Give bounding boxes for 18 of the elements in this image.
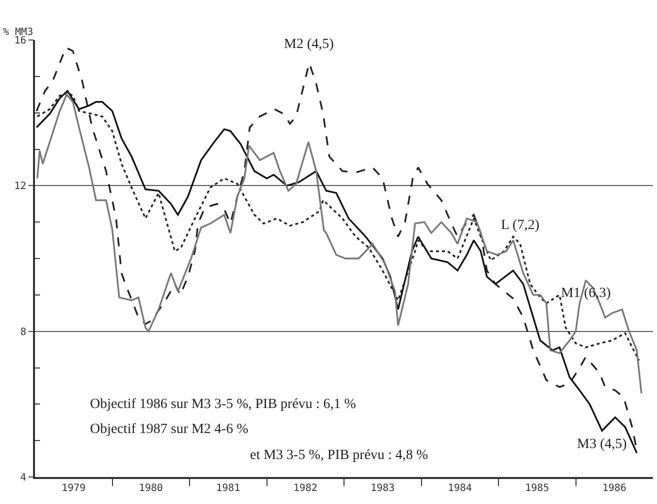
x-tick-label: 1979 [62,482,86,494]
x-tick-label: 1985 [525,482,550,494]
x-tick-label: 1981 [216,482,240,494]
x-tick-label: 1984 [448,482,472,494]
y-tick-label: 12 [14,181,26,192]
y-tick-label: 16 [14,36,26,46]
annotation: et M3 3-5 %, PIB prévu : 4,8 % [250,448,428,463]
x-tick-label: 1980 [138,482,163,494]
x-tick-label: 1986 [602,482,626,494]
x-tick-label: 1983 [370,482,395,494]
y-tick-label: 8 [20,326,26,338]
annotation: M3 (4,5) [577,437,628,452]
annotation: Objectif 1987 sur M2 4-6 % [90,422,249,437]
annotation: M2 (4,5) [284,37,334,52]
annotation: Objectif 1986 sur M3 3-5 %, PIB prévu : 6,1 % [90,397,356,412]
annotation: L (7,2) [501,218,540,233]
y-tick-label: 4 [20,472,26,484]
x-tick-label: 1982 [293,482,318,494]
